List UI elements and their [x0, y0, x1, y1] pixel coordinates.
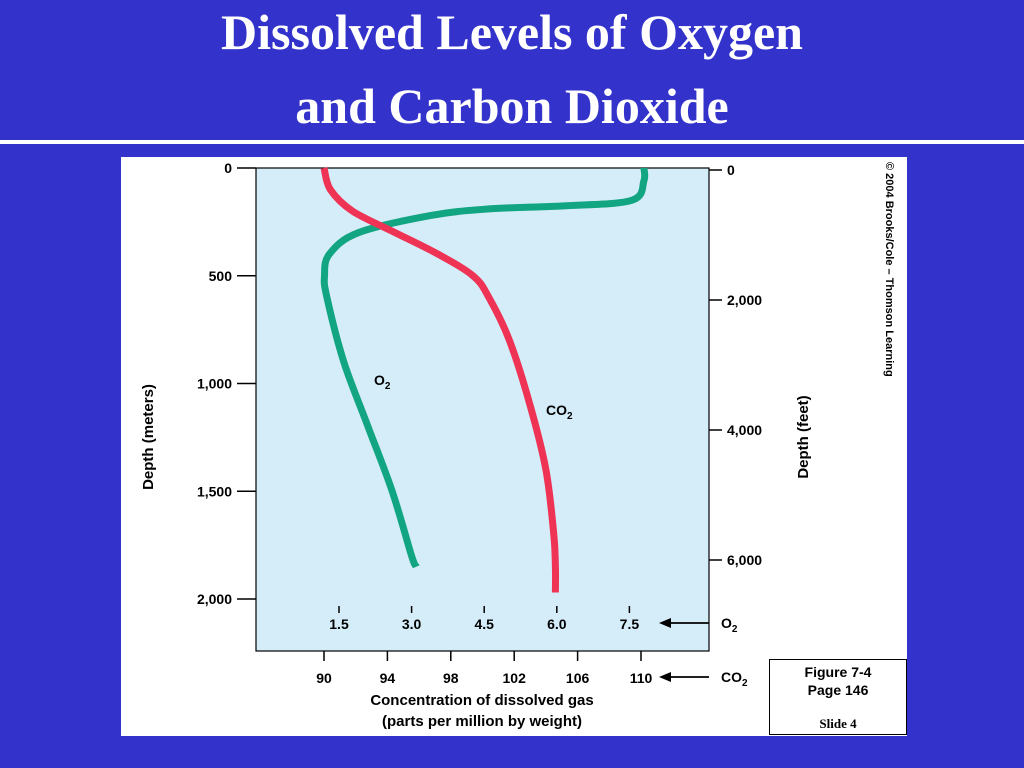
- o2-axis-tick-label: 7.5: [620, 616, 640, 632]
- o2-axis-label: O2: [721, 615, 738, 635]
- left-axis-tick-label: 0: [224, 160, 232, 176]
- x-axis-label-line2: (parts per million by weight): [382, 713, 582, 730]
- right-axis-tick-label: 4,000: [727, 422, 762, 438]
- page-label: Page 146: [807, 682, 869, 698]
- o2-axis-tick-label: 6.0: [547, 616, 567, 632]
- co2-arrow-head: [659, 672, 671, 682]
- copyright-text: © 2004 Brooks/Cole – Thomson Learning: [883, 162, 895, 377]
- co2-axis-tick-label: 90: [316, 670, 332, 686]
- slide-label: Slide 4: [819, 716, 857, 731]
- title-line-2: and Carbon Dioxide: [295, 78, 729, 134]
- right-axis-tick-label: 6,000: [727, 552, 762, 568]
- left-axis-tick-label: 1,500: [197, 483, 232, 499]
- left-axis-label: Depth (meters): [140, 384, 157, 490]
- x-axis-label-line1: Concentration of dissolved gas: [370, 692, 593, 709]
- o2-axis-tick-label: 1.5: [329, 616, 349, 632]
- co2-axis-label: CO2: [721, 669, 748, 689]
- co2-axis-tick-label: 110: [630, 670, 653, 686]
- co2-axis-tick-label: 102: [503, 670, 527, 686]
- o2-arrow-head: [659, 618, 671, 628]
- figure-label: Figure 7-4: [804, 664, 872, 680]
- right-axis-tick-label: 2,000: [727, 292, 762, 308]
- series-line-co2: [320, 166, 560, 593]
- right-axis-label: Depth (feet): [795, 395, 812, 478]
- copyright-notice: © 2004 Brooks/Cole – Thomson Learning: [883, 162, 904, 396]
- o2-axis-tick-label: 4.5: [474, 616, 494, 632]
- series-line-o2: [320, 167, 649, 569]
- o2-axis-tick-label: 3.0: [402, 616, 422, 632]
- left-axis-tick-label: 1,000: [197, 376, 232, 392]
- figure-reference-box: Figure 7-4 Page 146 Slide 4: [769, 659, 907, 735]
- left-axis-tick-label: 2,000: [197, 591, 232, 607]
- title-divider: [0, 140, 1024, 144]
- series-label-co2: CO2: [546, 402, 573, 422]
- co2-axis-tick-label: 94: [380, 670, 396, 686]
- left-axis-tick-label: 500: [209, 268, 233, 284]
- plot-area: [255, 167, 710, 652]
- title-line-1: Dissolved Levels of Oxygen: [221, 4, 803, 60]
- co2-axis-tick-label: 106: [566, 670, 590, 686]
- right-axis-tick-label: 0: [727, 162, 735, 178]
- co2-axis-tick-label: 98: [443, 670, 459, 686]
